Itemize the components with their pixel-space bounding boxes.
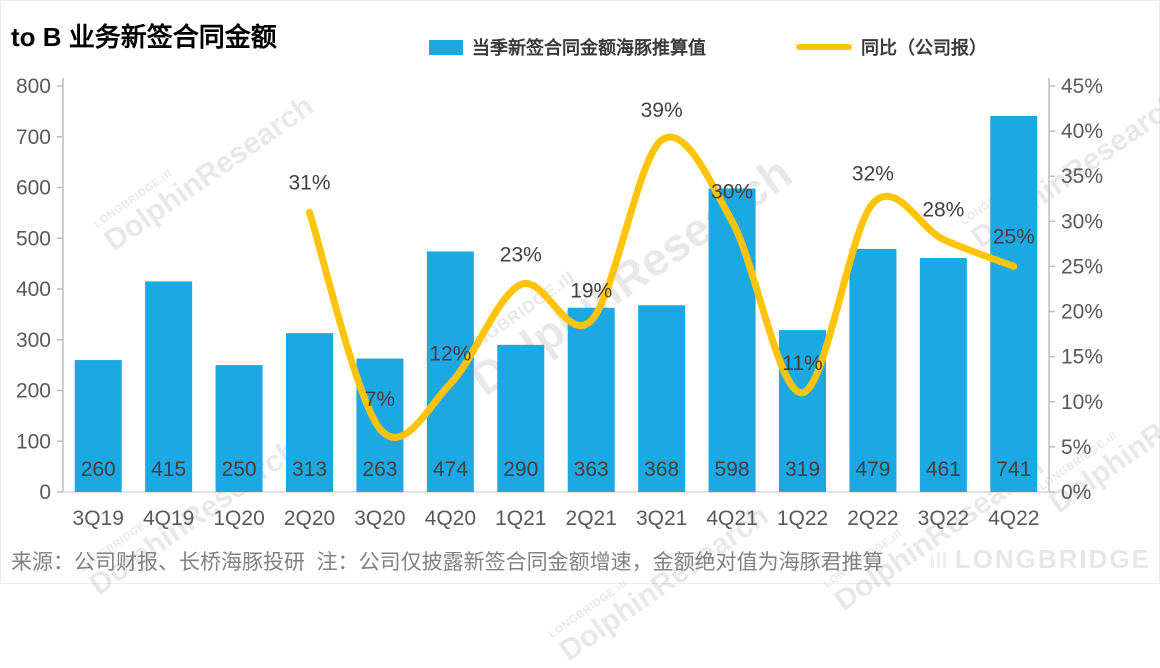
line-point-label-3Q21: 39% [641, 99, 683, 122]
longbridge-logo-icon: ıll [929, 548, 948, 573]
legend-item-bars: 当季新签合同金额海豚推算值 [429, 34, 706, 60]
x-label-1Q22: 1Q22 [777, 507, 828, 530]
bar-value-4Q22: 741 [996, 458, 1031, 481]
yoy-line-series [306, 133, 1018, 441]
x-label-1Q20: 1Q20 [213, 507, 264, 530]
bar-3Q19 [74, 360, 122, 492]
bar-value-2Q22: 479 [855, 458, 890, 481]
y-axis-right-label: 20% [1061, 301, 1103, 324]
bar-2Q21 [567, 307, 615, 492]
y-axis-right-label: 35% [1061, 165, 1103, 188]
bar-value-2Q21: 363 [574, 458, 609, 481]
y-axis-left-label: 300 [16, 329, 51, 352]
footer-brand-text: LONGBRIDGE [954, 544, 1151, 574]
line-point-label-2Q22: 32% [852, 162, 894, 185]
bar-4Q21 [708, 188, 756, 492]
line-point-label-4Q22: 25% [993, 225, 1035, 248]
y-axis-left-label: 600 [16, 177, 51, 200]
y-axis-left-label: 200 [16, 380, 51, 403]
line-point-label-1Q22: 11% [782, 352, 822, 375]
y-axis-left-label: 100 [16, 430, 51, 453]
x-label-1Q21: 1Q21 [495, 507, 546, 530]
bar-value-3Q22: 461 [926, 458, 961, 481]
bar-value-3Q21: 368 [644, 458, 679, 481]
bar-2Q20 [286, 333, 333, 492]
bar-2Q22 [849, 248, 897, 492]
legend-item-line: 同比（公司报） [796, 34, 987, 60]
x-label-2Q20: 2Q20 [284, 507, 335, 530]
x-label-3Q19: 3Q19 [73, 507, 124, 530]
bar-4Q22 [990, 115, 1038, 492]
x-label-3Q22: 3Q22 [918, 507, 969, 530]
bar-value-2Q20: 313 [292, 458, 327, 481]
bar-4Q19 [145, 281, 193, 492]
y-axis-left-label: 400 [16, 278, 51, 301]
line-point-label-3Q20: 7% [365, 388, 395, 411]
y-axis-right-label: 5% [1061, 436, 1091, 459]
y-axis-right-label: 45% [1061, 75, 1103, 98]
bar-value-4Q20: 474 [433, 458, 468, 481]
legend-line-label: 同比（公司报） [861, 38, 987, 58]
footer-source-note: 来源：公司财报、长桥海豚投研 注：公司仅披露新签合同金额增速，金额绝对值为海豚君… [11, 551, 884, 574]
bar-1Q20 [215, 365, 263, 492]
x-label-2Q22: 2Q22 [847, 507, 898, 530]
y-axis-left-label: 500 [16, 227, 51, 250]
bar-value-4Q19: 415 [151, 458, 186, 481]
legend-bar-label: 当季新签合同金额海豚推算值 [472, 38, 706, 58]
y-axis-right-label: 40% [1061, 120, 1103, 143]
chart-canvas: 800 700 600 500 400 300 200 100 0 45% 40% 35% 30% 25%… [16, 75, 1103, 530]
bar-value-1Q20: 250 [222, 458, 257, 481]
line-point-label-3Q22: 28% [922, 198, 964, 221]
bar-3Q22 [919, 258, 967, 492]
x-label-4Q20: 4Q20 [425, 507, 476, 530]
page-title: to B 业务新签合同金额 [11, 22, 277, 52]
bar-3Q21 [638, 305, 686, 492]
line-point-label-1Q21: 23% [500, 243, 542, 266]
y-axis-right-label: 10% [1061, 391, 1103, 414]
y-axis-right-label: 30% [1061, 210, 1103, 233]
x-label-2Q21: 2Q21 [566, 507, 617, 530]
y-axis-right-label: 15% [1061, 346, 1103, 369]
y-axis-right-label: 25% [1061, 255, 1103, 278]
x-label-3Q21: 3Q21 [636, 507, 687, 530]
bar-1Q21 [497, 344, 545, 492]
footer-brand: ıll LONGBRIDGE [929, 544, 1151, 575]
bar-value-1Q22: 319 [785, 458, 820, 481]
x-label-4Q22: 4Q22 [988, 507, 1039, 530]
bar-value-3Q20: 263 [362, 458, 397, 481]
x-label-4Q21: 4Q21 [706, 507, 757, 530]
y-axis-right-label: 0% [1061, 481, 1091, 504]
legend-bar-swatch-icon [429, 39, 463, 55]
bar-value-4Q21: 598 [715, 458, 750, 481]
line-point-label-2Q21: 19% [570, 280, 612, 303]
bar-4Q20 [426, 251, 474, 492]
bar-value-3Q19: 260 [81, 458, 116, 481]
x-label-3Q20: 3Q20 [354, 507, 405, 530]
x-label-4Q19: 4Q19 [143, 507, 194, 530]
y-axis-left-label: 800 [16, 75, 51, 98]
bar-value-1Q21: 290 [503, 458, 538, 481]
line-point-label-4Q20: 12% [429, 343, 471, 366]
legend-line-swatch-icon [796, 44, 852, 50]
bar-1Q22 [779, 330, 826, 492]
line-point-label-2Q20: 31% [288, 171, 330, 194]
y-axis-left-label: 0 [39, 481, 51, 504]
y-axis-left-label: 700 [16, 126, 51, 149]
line-point-label-4Q21: 30% [711, 180, 753, 203]
